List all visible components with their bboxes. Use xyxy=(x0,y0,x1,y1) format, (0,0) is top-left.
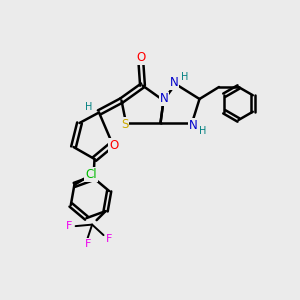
Text: S: S xyxy=(121,118,128,131)
Text: Cl: Cl xyxy=(85,168,97,181)
Text: N: N xyxy=(160,92,169,106)
Text: H: H xyxy=(199,126,206,136)
Text: H: H xyxy=(181,72,188,82)
Text: N: N xyxy=(169,76,178,89)
Text: O: O xyxy=(136,51,146,64)
Text: F: F xyxy=(106,234,112,244)
Text: F: F xyxy=(84,238,91,248)
Text: F: F xyxy=(66,221,72,231)
Text: O: O xyxy=(110,139,118,152)
Text: H: H xyxy=(85,101,92,112)
Text: N: N xyxy=(189,119,198,132)
